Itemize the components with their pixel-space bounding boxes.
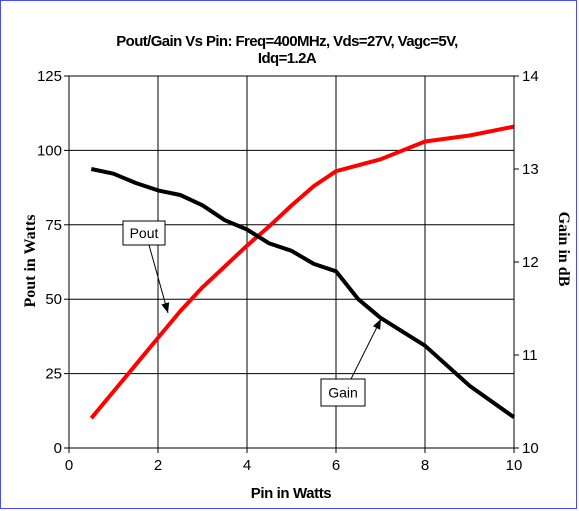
x-tick-label: 10 <box>506 457 523 474</box>
annotation-pout-leader <box>148 244 169 314</box>
y-left-tick-label: 75 <box>45 217 62 234</box>
plot-area-border <box>68 75 515 449</box>
annotations: Pout Gain <box>122 220 382 407</box>
series-line-pout <box>89 124 515 420</box>
annotation-pout-text: Pout <box>130 225 159 241</box>
annotation-pout-box <box>122 220 166 246</box>
x-axis-label: Pin in Watts <box>251 485 332 502</box>
x-tick-label: 2 <box>154 457 162 474</box>
y-right-tick-label: 12 <box>522 254 539 271</box>
annotation-pout-arrowhead <box>161 302 170 313</box>
chart-title-line1: Pout/Gain Vs Pin: Freq=400MHz, Vds=27V, … <box>116 33 458 50</box>
y-right-tick-label: 13 <box>522 161 539 178</box>
series-line-gain <box>90 167 516 419</box>
x-tick-label: 6 <box>332 457 340 474</box>
y-right-tick-label: 14 <box>522 68 539 85</box>
y-left-tick-label: 0 <box>54 440 62 457</box>
x-tick-label: 8 <box>421 457 429 474</box>
y-right-tick-label: 10 <box>522 440 539 457</box>
chart-title-line2: Idq=1.2A <box>258 50 317 67</box>
x-tick-label: 4 <box>243 457 251 474</box>
y-left-tick-label: 125 <box>37 68 62 85</box>
y-left-tick-label: 50 <box>45 291 62 308</box>
grid-lines <box>64 75 519 453</box>
annotation-gain-arrowhead <box>372 319 381 330</box>
annotation-gain-text: Gain <box>328 385 358 401</box>
annotation-gain-box <box>320 378 366 407</box>
x-tick-label: 0 <box>65 457 73 474</box>
y-axis-right-label: Gain in dB <box>555 212 572 287</box>
y-left-tick-label: 100 <box>37 142 62 159</box>
series-lines <box>89 124 516 420</box>
y-right-tick-label: 11 <box>522 347 538 364</box>
y-axis-left-label: Pout in Watts <box>22 214 39 307</box>
y-left-tick-label: 25 <box>45 366 62 383</box>
annotation-gain-leader <box>350 318 382 380</box>
